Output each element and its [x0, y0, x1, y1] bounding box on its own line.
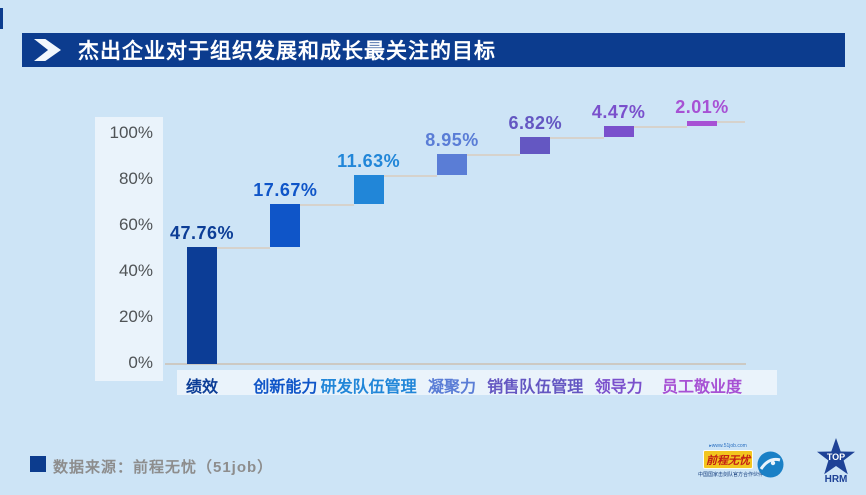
x-axis-band — [177, 370, 777, 395]
y-tick-label: 100% — [109, 123, 153, 142]
bar-value-label: 17.67% — [253, 179, 318, 200]
waterfall-bar — [270, 203, 301, 248]
waterfall-bar — [436, 153, 467, 176]
y-tick-label: 60% — [118, 215, 153, 234]
cursor-arrow-icon: ▸ — [709, 443, 712, 449]
y-tick-label: 80% — [118, 169, 153, 188]
category-label: 领导力 — [594, 379, 643, 396]
category-label: 销售队伍管理 — [487, 379, 584, 396]
waterfall-bar — [686, 120, 717, 126]
bar-value-label: 11.63% — [337, 151, 401, 172]
title-bar: 杰出企业对于组织发展和成长最关注的目标 — [22, 33, 845, 67]
x-axis-line — [165, 363, 746, 365]
source-bullet-square — [30, 456, 46, 472]
category-label: 凝聚力 — [427, 379, 476, 396]
connector-line — [217, 247, 271, 250]
connector-line — [383, 175, 437, 178]
waterfall-bar — [603, 125, 634, 137]
connector-line — [716, 120, 745, 123]
logo-51job-tagline: 中国国家击剑队官方合作伙伴 — [698, 472, 764, 478]
source-label: 数据来源：前程无忧（51job） — [53, 459, 274, 476]
connector-line — [633, 125, 687, 128]
logo-51job-brand: 前程无忧 — [706, 454, 750, 467]
bar-value-label: 4.47% — [591, 101, 646, 122]
bar-value-label: 2.01% — [675, 96, 729, 117]
arrow-right-icon — [34, 39, 61, 61]
y-tick-label: 0% — [128, 353, 153, 372]
y-tick-label: 20% — [118, 307, 153, 326]
waterfall-bar — [520, 136, 551, 154]
connector-line — [300, 203, 354, 206]
waterfall-bar — [187, 247, 217, 364]
y-tick-label: 40% — [118, 261, 153, 280]
category-label: 研发队伍管理 — [320, 379, 417, 396]
globe-badge-icon — [757, 451, 784, 478]
waterfall-bar — [353, 175, 384, 204]
svg-text:HRM: HRM — [825, 474, 848, 485]
top-hrm-star-icon: TOP HRM — [812, 438, 860, 488]
logo-51job-badge: 前程无忧 — [703, 450, 753, 469]
page-title: 杰出企业对于组织发展和成长最关注的目标 — [78, 40, 496, 63]
bar-value-label: 47.76% — [169, 223, 235, 244]
connector-line — [466, 153, 521, 156]
svg-text:TOP: TOP — [827, 452, 845, 462]
logo-51job-url: ▸www.51job.com — [709, 443, 747, 449]
bar-value-label: 6.82% — [508, 112, 563, 133]
bar-value-label: 8.95% — [425, 129, 479, 150]
logo-51job: ▸www.51job.com 前程无忧 中国国家击剑队官方合作伙伴 — [698, 443, 764, 478]
left-edge-accent — [0, 8, 3, 29]
category-label: 员工敬业度 — [661, 379, 742, 396]
connector-line — [550, 136, 604, 139]
y-axis-panel: 0% 20% 40% 60% 80% 100% — [95, 117, 163, 381]
category-label: 创新能力 — [253, 379, 318, 396]
category-label: 绩效 — [185, 379, 219, 396]
